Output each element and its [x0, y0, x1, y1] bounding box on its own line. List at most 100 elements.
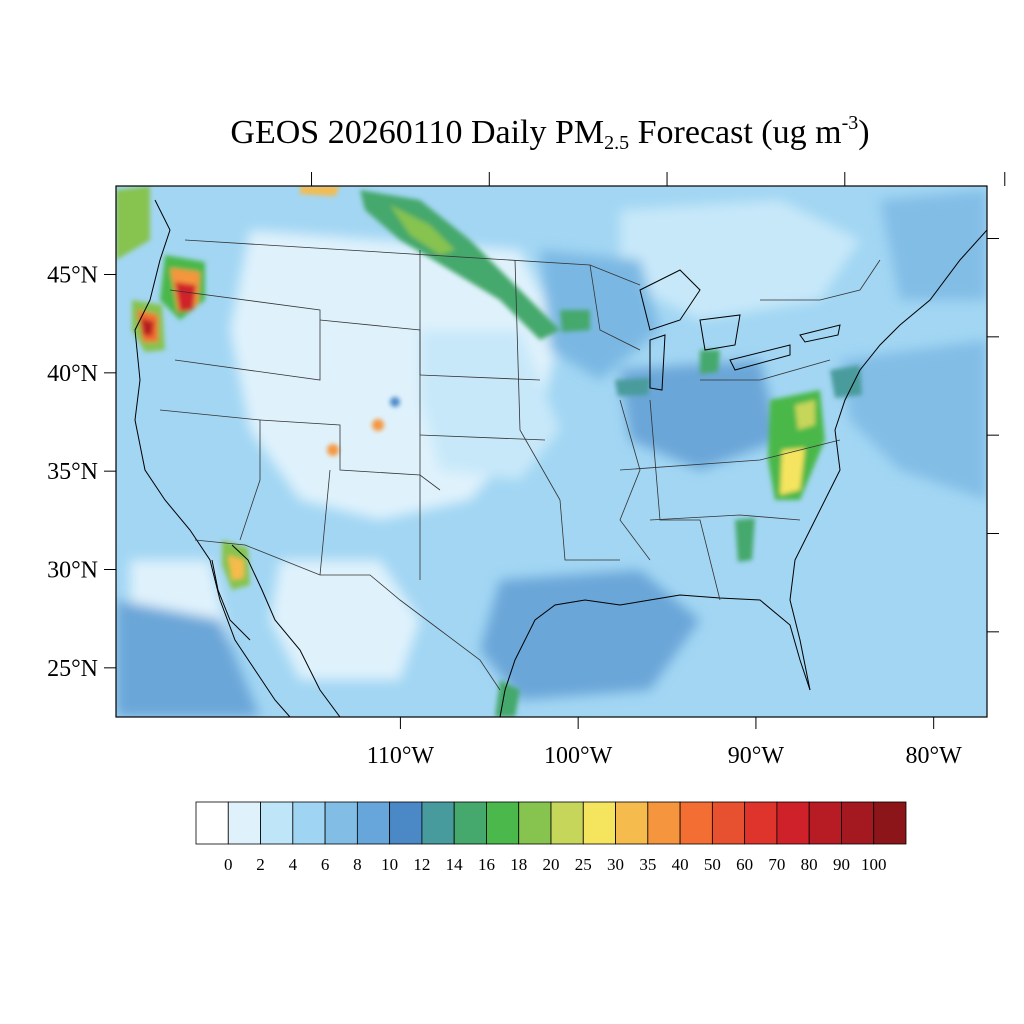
title-superscript: -3: [841, 112, 859, 134]
colorbar-swatch: [615, 801, 649, 845]
colorbar-swatch: [195, 801, 229, 845]
gulf-of-california-coast: [231, 544, 341, 717]
lake-erie: [729, 344, 791, 371]
hotspot-colorado: [372, 419, 384, 431]
gulf-coast: [499, 594, 811, 717]
field-mid-atlantic: [840, 340, 987, 500]
title-text-suffix: ): [858, 114, 870, 151]
colorbar-swatch: [808, 801, 842, 845]
colorbar-swatch: [486, 801, 520, 845]
lake-huron: [699, 314, 741, 351]
field-mid-gulf: [480, 570, 700, 700]
border-ut-co: [259, 419, 441, 491]
us-mexico-border: [194, 539, 501, 691]
lon-tick-label: 90°W: [728, 743, 785, 769]
plume-bc-coast: [116, 186, 150, 260]
colorbar-label: 8: [353, 855, 362, 874]
plume-nyc: [830, 365, 862, 398]
colorbar-label: 16: [478, 855, 495, 874]
plume-minnesota: [560, 310, 590, 332]
lake-ontario: [799, 324, 841, 343]
map-title: GEOS 20260110 Daily PM2.5 Forecast (ug m…: [0, 112, 1024, 155]
lake-superior: [639, 269, 701, 331]
border-or-id: [169, 289, 321, 381]
field-low-canada: [620, 200, 860, 320]
border-new-england: [760, 259, 881, 301]
field-low-plains: [420, 330, 560, 480]
lon-tick-label: 110°W: [367, 743, 435, 769]
border-tn-nc: [619, 439, 841, 471]
field-mid-ohio-valley: [620, 360, 780, 470]
lon-tick-label: 80°W: [906, 743, 963, 769]
concentration-field: [116, 186, 987, 717]
field-mid-minnesota: [540, 250, 660, 380]
colorbar-swatch: [841, 801, 875, 845]
border-plains-east: [514, 259, 561, 501]
colorbar-swatch: [453, 801, 487, 845]
colorbar-swatch: [292, 801, 326, 845]
field-mid-maritimes: [880, 190, 987, 300]
colorbar-label: 20: [543, 855, 560, 874]
colorbar-swatch: [518, 801, 552, 845]
plume-northern-plains-core: [390, 205, 455, 255]
colorbar-label: 2: [256, 855, 265, 874]
plume-oregon-core: [175, 282, 196, 312]
title-text-middle: Forecast (ug m: [629, 114, 842, 151]
colorbar-label: 14: [446, 855, 464, 874]
colorbar-label: 4: [289, 855, 298, 874]
top-ticks: [311, 172, 1006, 186]
lat-tick-label: 40°N: [47, 361, 98, 387]
border-al-ga: [649, 399, 721, 601]
colorbar: 0 2 4 6 8 10 12 14 16 18 20 25 30 35 40 50 60 70 80 90 100: [195, 801, 907, 874]
colorbar-label: 50: [704, 855, 721, 874]
colorbar-label: 18: [510, 855, 527, 874]
lon-tick-label: 100°W: [544, 743, 613, 769]
border-az-nm: [319, 469, 331, 576]
lat-tick-label: 25°N: [47, 656, 98, 682]
latitude-axis: 45°N 40°N 35°N 30°N 25°N: [47, 263, 116, 682]
colorbar-swatch: [260, 801, 294, 845]
lake-michigan: [649, 334, 666, 391]
border-ms-river: [619, 399, 651, 561]
colorbar-label: 0: [224, 855, 233, 874]
colorbar-swatch: [744, 801, 778, 845]
plume-georgia: [735, 518, 755, 562]
colorbar-label: 30: [607, 855, 624, 874]
atlantic-coast: [789, 229, 987, 691]
colorbar-swatch: [550, 801, 584, 845]
colorbar-label: 6: [321, 855, 330, 874]
colorbar-label: 12: [413, 855, 430, 874]
colorbar-label: 100: [861, 855, 887, 874]
lat-tick-label: 45°N: [47, 263, 98, 289]
colorbar-label: 70: [768, 855, 785, 874]
field-low-mexico: [270, 560, 420, 680]
plume-oregon-coast-core: [141, 318, 154, 336]
border-oh-pa: [700, 359, 831, 381]
hotspot-colorado-north: [390, 397, 400, 407]
title-text: GEOS 20260110 Daily PM: [230, 114, 605, 151]
plume-alberta: [300, 186, 340, 196]
right-ticks: [987, 238, 999, 633]
colorbar-swatch: [776, 801, 810, 845]
colorbar-label: 35: [639, 855, 656, 874]
colorbar-swatch: [647, 801, 681, 845]
longitude-axis: 110°W 100°W 90°W 80°W: [367, 717, 962, 769]
colorbar-swatch: [324, 801, 358, 845]
colorbar-swatch: [582, 801, 616, 845]
colorbar-label: 25: [575, 855, 592, 874]
colorbar-label: 60: [736, 855, 753, 874]
map-frame: [115, 185, 988, 718]
colorbar-swatch: [873, 801, 907, 845]
border-ne-ks: [419, 374, 541, 381]
colorbar-swatch: [421, 801, 455, 845]
plume-appalachia-core: [780, 448, 805, 495]
colorbar-label: 80: [801, 855, 818, 874]
colorbar-swatch: [389, 801, 423, 845]
border-nv-az: [159, 409, 261, 541]
border-ks-ok: [419, 434, 546, 441]
plume-chicago: [615, 378, 650, 396]
lat-tick-label: 30°N: [47, 558, 98, 584]
pacific-coast: [134, 199, 291, 717]
plume-virginia: [795, 400, 815, 430]
